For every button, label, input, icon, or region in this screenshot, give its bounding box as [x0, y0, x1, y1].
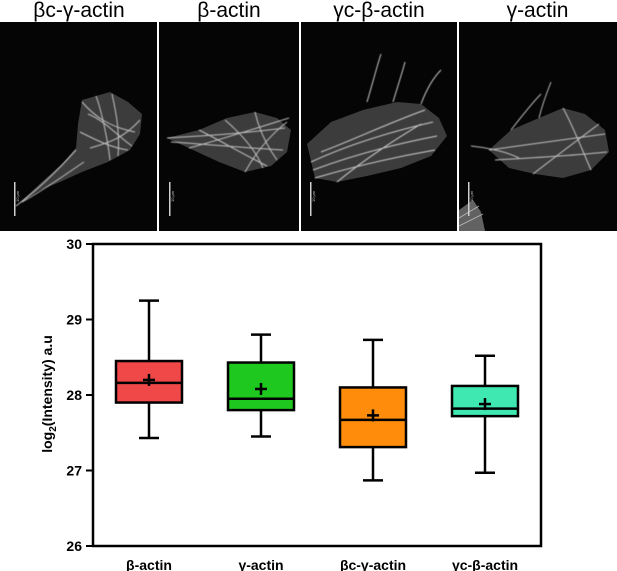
micrograph-gc-b-actin: 10 μm	[301, 22, 457, 231]
y-axis-label-sub: 2	[48, 426, 59, 432]
x-tick-label: γ-actin	[238, 557, 283, 571]
micrograph-bc-g-actin: 10 μm	[0, 22, 157, 231]
panel-title-b-actin: β-actin	[197, 0, 261, 22]
scale-bar-2	[169, 182, 171, 216]
panel-title-gc-b-actin: γc-β-actin	[333, 0, 425, 22]
y-axis-label-rest: (Intensity) a.u	[39, 335, 55, 426]
scale-text-2: 10 μm	[170, 190, 175, 202]
y-tick-label: 27	[66, 463, 82, 479]
scale-text-3: 10 μm	[311, 190, 316, 202]
y-tick-label: 30	[66, 236, 82, 252]
y-tick-label: 26	[66, 538, 82, 554]
y-axis-label-log: log	[39, 432, 55, 453]
x-tick-label: β-actin	[126, 557, 172, 571]
micrograph-b-actin: 10 μm	[159, 22, 299, 231]
scale-bar-3	[310, 182, 312, 216]
x-tick-label: βc-γ-actin	[340, 557, 406, 571]
y-tick-label: 28	[66, 387, 82, 403]
panel-title-g-actin: γ-actin	[506, 0, 569, 22]
x-tick-label: γc-β-actin	[452, 557, 518, 571]
y-tick-label: 29	[66, 312, 82, 328]
scale-text-4: 10 μm	[469, 190, 474, 202]
box-plot: log2(Intensity) a.u 26 27 28 29 30 β-actin γ-a…	[39, 236, 543, 571]
micrograph-g-actin: 10 μm	[459, 22, 617, 231]
panel-title-bc-g-actin: βc-γ-actin	[33, 0, 125, 22]
scale-bar-4	[468, 182, 470, 216]
scale-text-1: 10 μm	[15, 190, 20, 202]
svg-text:log2(Intensity) a.u: log2(Intensity) a.u	[39, 335, 59, 453]
scale-bar-1	[14, 182, 16, 216]
y-axis-label: log2(Intensity) a.u	[39, 335, 59, 453]
